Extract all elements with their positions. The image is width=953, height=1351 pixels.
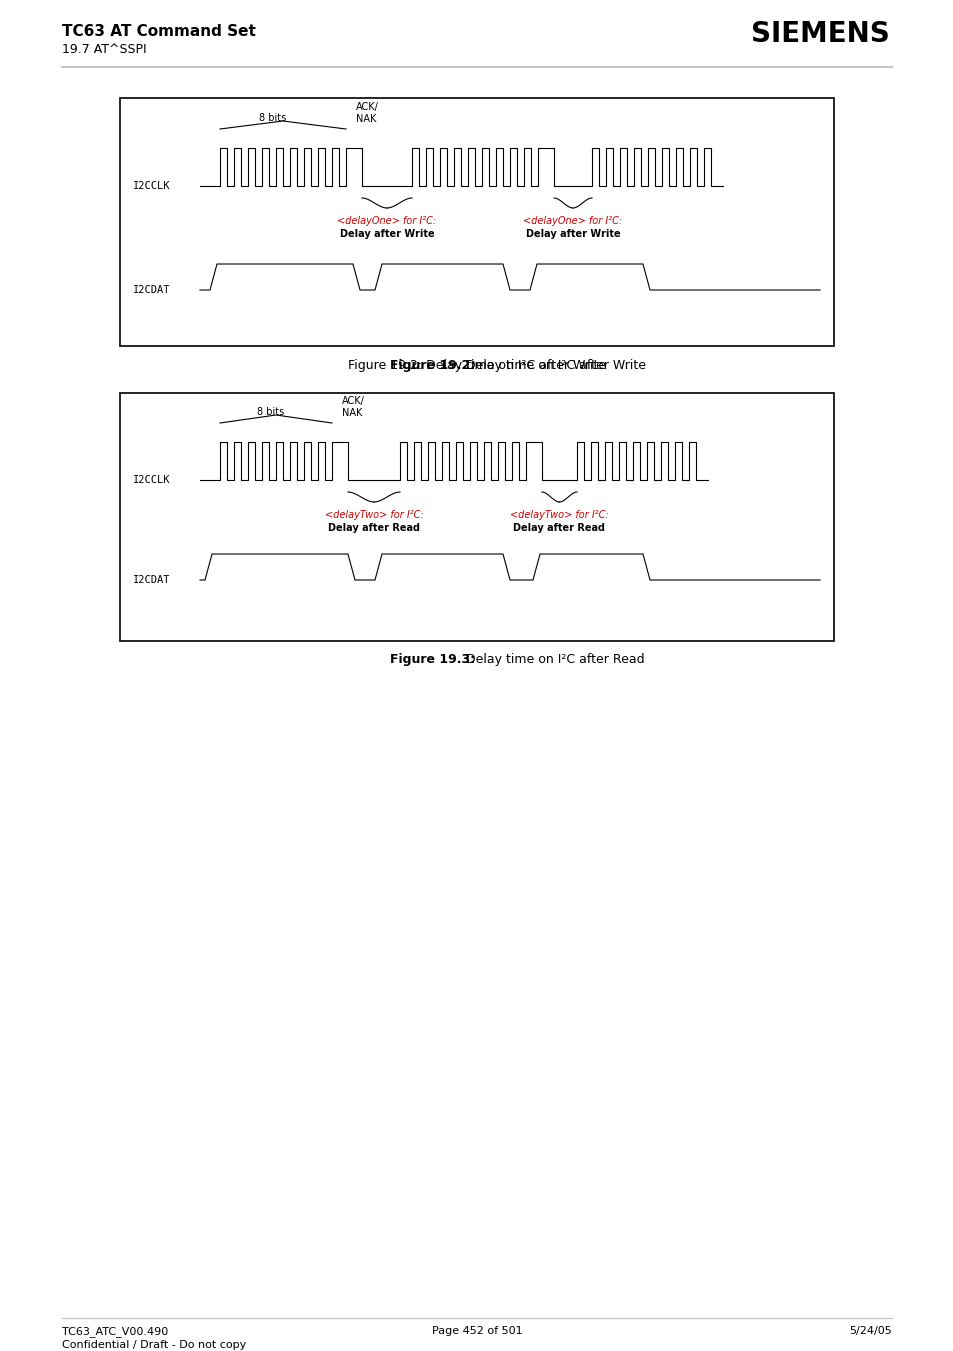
Text: TC63_ATC_V00.490: TC63_ATC_V00.490: [62, 1325, 168, 1337]
Text: <delayOne> for I²C:: <delayOne> for I²C:: [523, 216, 622, 226]
Text: <delayTwo> for I²C:: <delayTwo> for I²C:: [324, 509, 423, 520]
Text: Delay after Read: Delay after Read: [328, 523, 419, 534]
Text: Figure 19.3:: Figure 19.3:: [390, 654, 475, 666]
Text: I2CDAT: I2CDAT: [132, 285, 171, 295]
Text: Delay after Write: Delay after Write: [525, 230, 619, 239]
Text: Figure 19.2:: Figure 19.2:: [390, 358, 475, 372]
Text: I2CCLK: I2CCLK: [132, 181, 171, 190]
Bar: [120, 393, 833, 640]
Text: 5/24/05: 5/24/05: [848, 1325, 891, 1336]
Text: 8 bits: 8 bits: [257, 407, 284, 417]
Text: Confidential / Draft - Do not copy: Confidential / Draft - Do not copy: [62, 1340, 246, 1350]
Text: SIEMENS: SIEMENS: [750, 20, 889, 49]
Text: <delayOne> for I²C:: <delayOne> for I²C:: [337, 216, 436, 226]
Text: Delay time on I²C after Read: Delay time on I²C after Read: [461, 654, 644, 666]
Text: 8 bits: 8 bits: [259, 113, 286, 123]
Text: I2CCLK: I2CCLK: [132, 476, 171, 485]
Text: ACK/
NAK: ACK/ NAK: [355, 103, 378, 124]
Text: Delay time on I²C after Write: Delay time on I²C after Write: [461, 358, 645, 372]
Bar: [120, 99, 833, 346]
Text: 19.7 AT^SSPI: 19.7 AT^SSPI: [62, 43, 147, 55]
Text: Delay after Write: Delay after Write: [339, 230, 434, 239]
Text: Figure 19.2: Delay time on I²C after Write: Figure 19.2: Delay time on I²C after Wri…: [348, 358, 605, 372]
Text: <delayTwo> for I²C:: <delayTwo> for I²C:: [510, 509, 608, 520]
Text: Delay after Read: Delay after Read: [513, 523, 605, 534]
Text: TC63 AT Command Set: TC63 AT Command Set: [62, 24, 255, 39]
Text: I2CDAT: I2CDAT: [132, 576, 171, 585]
Text: Page 452 of 501: Page 452 of 501: [432, 1325, 521, 1336]
Text: ACK/
NAK: ACK/ NAK: [341, 396, 364, 417]
